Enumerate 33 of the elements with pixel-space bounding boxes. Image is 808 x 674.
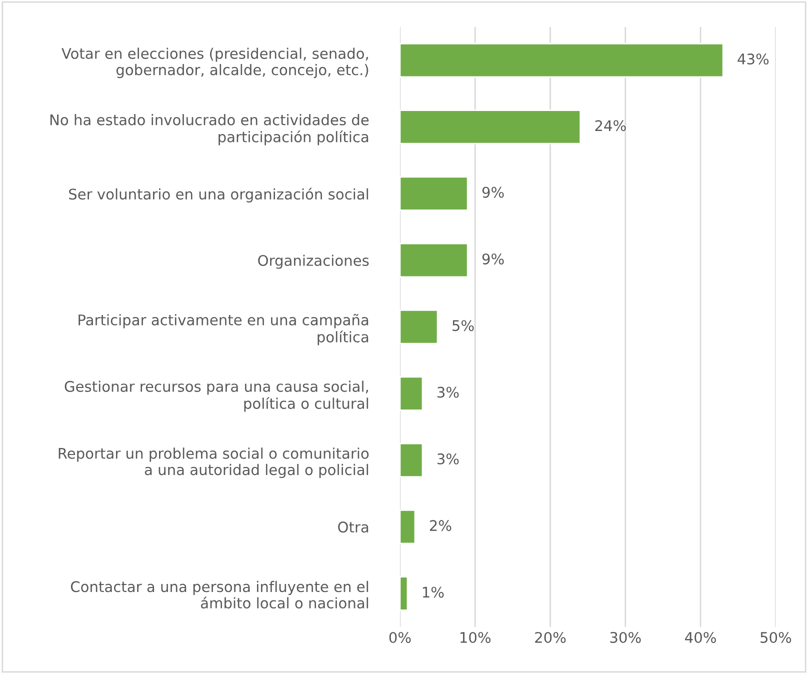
data-label: 5% [452, 320, 474, 332]
bar [400, 110, 581, 144]
x-tick-label: 50% [760, 632, 792, 643]
data-label: 3% [438, 453, 459, 464]
x-tick-label: 30% [610, 632, 641, 643]
data-label: 43% [738, 53, 769, 65]
y-tick-label: Otra [338, 522, 368, 533]
x-tick-label: 40% [685, 632, 716, 643]
x-tick-label: 20% [535, 632, 566, 643]
y-tick-label: Contactar a una persona influyente en el ámbito local o nacional [70, 580, 368, 609]
data-label: 1% [422, 586, 444, 598]
data-label: 3% [438, 386, 459, 398]
y-tick-label: Reportar un problema social o comunitario a una autoridad legal o policial [58, 448, 369, 478]
data-label: 9% [482, 253, 504, 264]
y-tick-label: Votar en elecciones (presidencial, senado, gobernador, alcalde, concejo, etc.) [62, 48, 368, 78]
y-tick-label: Ser voluntario en una organización social [69, 188, 368, 202]
bar [400, 42, 724, 78]
data-label: 24% [595, 120, 626, 132]
bar [400, 576, 408, 611]
bar [400, 509, 416, 544]
bar [400, 310, 438, 344]
bar [400, 376, 424, 411]
x-tick-label: 10% [460, 632, 491, 643]
x-tick-label: 0% [389, 632, 411, 643]
bar [400, 442, 424, 478]
y-tick-label: No ha estado involucrado en actividades de participación política [50, 114, 369, 146]
y-tick-label: Participar activamente en una campaña política [78, 314, 368, 346]
bar [400, 242, 468, 278]
data-label: 2% [430, 520, 452, 532]
y-tick-label: Gestionar recursos para una causa social, política o cultural [64, 380, 368, 412]
data-label: 9% [482, 186, 504, 198]
y-tick-label: Organizaciones [258, 254, 369, 269]
bar [400, 176, 468, 211]
